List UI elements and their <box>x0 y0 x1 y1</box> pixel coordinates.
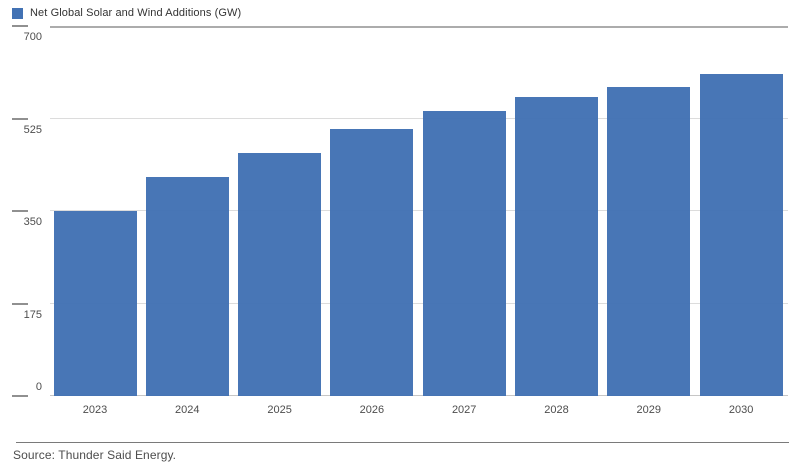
plot-area <box>50 26 788 396</box>
y-tick-175 <box>12 302 28 305</box>
x-tick-label-2027: 2027 <box>451 404 477 416</box>
bar-2026[interactable] <box>330 129 414 396</box>
y-tick-label-350: 350 <box>23 216 42 228</box>
y-tick-label-700: 700 <box>23 31 42 43</box>
bar-2024[interactable] <box>145 176 229 396</box>
bar-2030[interactable] <box>699 73 783 396</box>
x-tick-label-2024: 2024 <box>175 404 200 416</box>
x-tick-label-2025: 2025 <box>267 404 292 416</box>
y-tick-label-175: 175 <box>23 308 42 321</box>
gridline-700 <box>50 26 788 28</box>
x-tick-label-2026: 2026 <box>359 404 385 416</box>
y-tick-0 <box>12 395 28 397</box>
bar-2029[interactable] <box>607 86 691 396</box>
x-tick-label-2030: 2030 <box>728 404 754 416</box>
footer-divider <box>16 442 789 443</box>
x-tick-label-2028: 2028 <box>544 404 569 416</box>
y-tick-700 <box>12 25 28 27</box>
gridline-175 <box>50 302 788 304</box>
legend-label: Net Global Solar and Wind Additions (GW) <box>30 7 242 19</box>
x-tick-label-2029: 2029 <box>636 404 662 416</box>
bar-2028[interactable] <box>515 97 598 396</box>
x-tick-label-2023: 2023 <box>82 404 108 416</box>
y-tick-525 <box>12 117 28 120</box>
gridline-350 <box>50 210 788 211</box>
y-tick-label-0: 0 <box>35 381 42 393</box>
bar-2027[interactable] <box>422 110 506 396</box>
legend-swatch <box>12 7 23 19</box>
gridline-525 <box>50 117 788 119</box>
y-tick-label-525: 525 <box>23 123 42 136</box>
bar-2025[interactable] <box>238 152 322 396</box>
source-text: Source: Thunder Said Energy. <box>13 448 177 462</box>
gridline-0 <box>50 395 788 396</box>
y-tick-350 <box>12 210 28 212</box>
bar-2023[interactable] <box>53 211 137 396</box>
legend-item[interactable]: Net Global Solar and Wind Additions (GW) <box>12 7 241 19</box>
